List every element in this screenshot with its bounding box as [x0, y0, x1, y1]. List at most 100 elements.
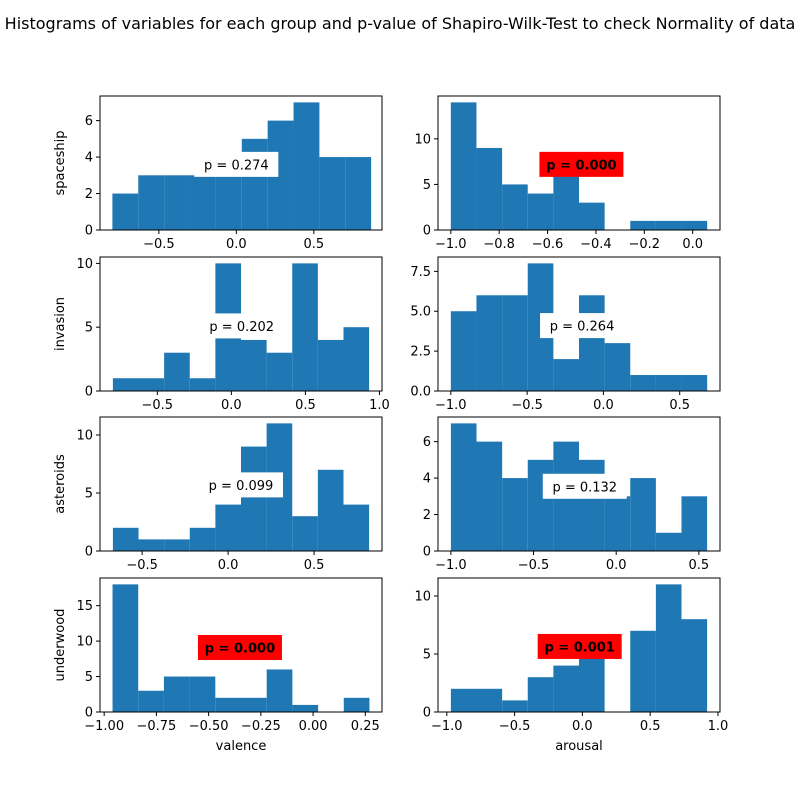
histogram-bar — [319, 157, 346, 230]
y-tick-label: 7.5 — [410, 265, 431, 280]
histogram-bar — [450, 311, 477, 391]
histogram-bar — [604, 343, 631, 391]
y-tick-label: 5 — [423, 647, 431, 662]
x-tick-label: 0.5 — [669, 398, 690, 413]
x-tick-label: −0.75 — [136, 719, 176, 734]
x-tick-label: 0.5 — [688, 558, 709, 573]
x-tick-label: −1.0 — [435, 558, 467, 573]
histogram-bar — [138, 378, 165, 391]
y-tick-label: 5.0 — [410, 305, 431, 320]
histogram-bar — [215, 697, 241, 712]
histogram-bar — [215, 504, 241, 551]
p-value-box — [540, 313, 625, 339]
p-value-label: p = 0.001 — [544, 640, 614, 655]
x-tick-label: −0.5 — [511, 398, 543, 413]
histogram-bar — [527, 459, 554, 551]
x-tick-label: −0.5 — [142, 398, 174, 413]
histogram-bar — [343, 697, 370, 712]
p-value-label: p = 0.202 — [209, 320, 274, 335]
x-tick-label: 1.0 — [369, 398, 390, 413]
p-value-box — [542, 473, 627, 499]
x-tick-label: −0.5 — [143, 237, 175, 252]
x-tick-label: 1.0 — [708, 719, 729, 734]
y-tick-label: 0 — [85, 224, 93, 239]
y-tick-label: 4 — [85, 151, 93, 166]
histogram-bar — [476, 688, 503, 712]
x-tick-label: −0.5 — [518, 558, 550, 573]
histogram-bar — [502, 295, 528, 391]
x-tick-label: −0.6 — [532, 237, 564, 252]
x-tick-label: −0.4 — [580, 237, 612, 252]
x-tick-label: −1.0 — [435, 398, 467, 413]
histogram-bar — [579, 459, 605, 551]
histogram-bar — [164, 175, 191, 230]
histogram-bar — [630, 375, 656, 391]
histogram-bar — [138, 539, 165, 551]
x-tick-label: 0.0 — [593, 398, 614, 413]
histogram-bar — [189, 676, 216, 712]
histogram-panel-invasion-arousal: p = 0.264 −1.0 −0.5 0.0 0.5 0.0 2.5 5.0 7.5 — [410, 256, 721, 413]
histogram-bar — [681, 375, 708, 391]
histogram-bar — [630, 630, 656, 712]
histogram-bar — [163, 676, 190, 712]
x-tick-label: −0.50 — [189, 719, 229, 734]
histogram-bar — [190, 175, 216, 230]
histogram-bar — [527, 193, 554, 230]
x-tick-label: 0.0 — [606, 558, 627, 573]
histogram-bar — [266, 669, 293, 712]
histogram-bar — [450, 102, 477, 230]
axes-frame — [99, 95, 383, 231]
x-tick-label: 0.0 — [226, 237, 247, 252]
histogram-panel-invasion-valence: p = 0.202 −0.5 0.0 0.5 1.0 0 5 10 invasion — [53, 256, 390, 413]
axes-frame — [99, 577, 383, 713]
histogram-bar — [502, 478, 528, 551]
histogram-bar — [266, 352, 293, 391]
x-axis-label: arousal — [555, 739, 603, 754]
p-value-box — [199, 313, 284, 339]
histogram-bar — [241, 446, 267, 551]
histogram-bar — [138, 175, 165, 230]
axes-frame — [437, 416, 721, 552]
histogram-bar — [681, 496, 708, 551]
histogram-panel-asteroids-arousal: p = 0.132 −1.0 −0.5 0.0 0.5 0 2 4 6 — [423, 416, 721, 573]
histogram-bar — [502, 700, 528, 712]
y-tick-label: 0 — [423, 706, 431, 721]
histogram-bar — [317, 339, 344, 391]
p-value-box — [537, 633, 622, 659]
y-tick-label: 2 — [85, 187, 93, 202]
y-tick-label: 6 — [85, 114, 93, 129]
y-tick-label: 0 — [423, 545, 431, 560]
y-axis-label: underwood — [53, 609, 68, 682]
x-tick-label: 0.5 — [295, 398, 316, 413]
histogram-bar — [579, 202, 605, 230]
histogram-bar — [164, 352, 190, 391]
histogram-bar — [293, 102, 320, 230]
x-tick-label: 0.25 — [351, 719, 380, 734]
p-value-label: p = 0.132 — [552, 480, 617, 495]
histogram-bar — [241, 697, 267, 712]
y-tick-label: 10 — [76, 635, 93, 650]
p-value-box — [194, 151, 279, 177]
panels-grid: p = 0.274 −0.5 0.0 0.5 0 2 4 6 spaceship p = 0.00… — [53, 95, 729, 754]
histogram-bar — [655, 584, 682, 712]
histogram-bar — [450, 688, 477, 712]
histogram-bar — [112, 378, 139, 391]
x-tick-label: 0.0 — [572, 719, 593, 734]
histogram-bar — [292, 263, 318, 391]
y-tick-label: 5 — [85, 670, 93, 685]
histogram-bar — [112, 584, 139, 712]
y-tick-label: 10 — [414, 132, 431, 147]
histogram-bar — [476, 295, 503, 391]
y-tick-label: 2 — [423, 508, 431, 523]
histogram-bar — [579, 295, 605, 391]
y-tick-label: 10 — [414, 589, 431, 604]
y-tick-label: 0 — [423, 224, 431, 239]
y-tick-label: 0 — [85, 385, 93, 400]
x-tick-label: −1.0 — [435, 237, 467, 252]
x-tick-label: −0.2 — [629, 237, 661, 252]
histogram-panel-asteroids-valence: p = 0.099 −0.5 0.0 0.5 0 5 10 asteroids — [53, 416, 383, 573]
y-tick-label: 0 — [85, 545, 93, 560]
x-tick-label: 0.5 — [640, 719, 661, 734]
y-tick-label: 5 — [423, 178, 431, 193]
